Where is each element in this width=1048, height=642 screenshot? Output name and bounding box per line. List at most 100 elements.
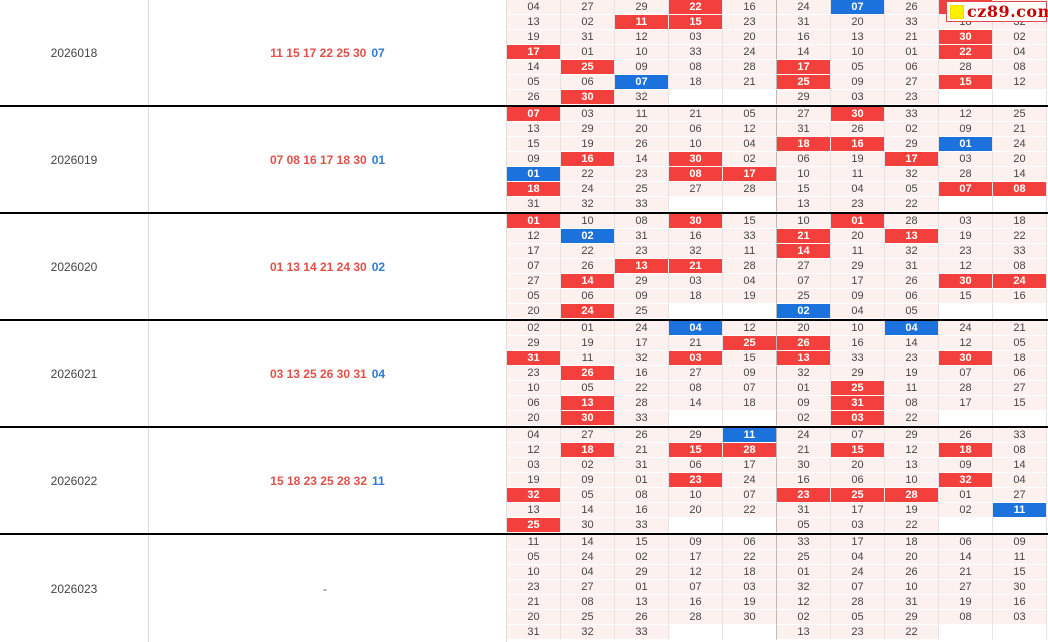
grid-cell: 18 <box>669 75 723 90</box>
grid-cell: 12 <box>939 259 993 274</box>
grid-cell: 07 <box>777 274 831 289</box>
grid-cell: 11 <box>885 381 939 396</box>
grid-cell: 01 <box>777 565 831 580</box>
grid-cell: 14 <box>561 503 615 518</box>
grid-cell: 23 <box>615 244 669 259</box>
grid-cell <box>939 411 993 426</box>
grid-cell: 22 <box>561 244 615 259</box>
grid-cell: 30 <box>939 30 993 45</box>
grid-cell: 01 <box>939 488 993 503</box>
grid-cell: 16 <box>669 595 723 610</box>
grid-cell: 04 <box>885 321 939 336</box>
draw-block-row: 2026021 03 13 25 26 30 31 04 02 01 24 04 12 2… <box>0 321 1048 428</box>
grid-cell: 32 <box>507 488 561 503</box>
grid-cell: 20 <box>507 304 561 319</box>
grid-cell: 16 <box>831 137 885 152</box>
grid-cell: 11 <box>723 428 777 443</box>
grid-cell: 13 <box>777 197 831 212</box>
grid-cell <box>939 304 993 319</box>
grid-cell: 17 <box>777 60 831 75</box>
grid-cell: 01 <box>939 137 993 152</box>
grid-cell: 15 <box>669 15 723 30</box>
grid-cell: 27 <box>561 580 615 595</box>
grid-cell: 14 <box>615 152 669 167</box>
grid-cell: 14 <box>507 60 561 75</box>
grid-cell: 06 <box>669 458 723 473</box>
winning-numbers: - <box>149 535 506 642</box>
grid-cell: 20 <box>831 15 885 30</box>
grid-cell: 19 <box>831 152 885 167</box>
grid-cell: 27 <box>669 366 723 381</box>
grid-cell: 19 <box>561 137 615 152</box>
grid-cell: 26 <box>507 90 561 105</box>
grid-cell: 03 <box>561 107 615 122</box>
grid-cell: 33 <box>669 45 723 60</box>
grid-cell: 28 <box>885 488 939 503</box>
grid-cell: 24 <box>723 473 777 488</box>
grid-cell: 16 <box>993 595 1047 610</box>
grid-cell: 02 <box>777 304 831 319</box>
grid-cell: 22 <box>885 625 939 640</box>
grid-cell: 29 <box>615 565 669 580</box>
grid-cell: 18 <box>561 443 615 458</box>
grid-cell: 22 <box>561 167 615 182</box>
grid-cell: 19 <box>885 366 939 381</box>
grid-cell: 24 <box>777 0 831 15</box>
grid-cell: 33 <box>723 229 777 244</box>
grid-cell: 31 <box>615 458 669 473</box>
grid-cell: 30 <box>561 90 615 105</box>
grid-cell: 31 <box>777 503 831 518</box>
winning-blue-ball: 11 <box>372 473 385 488</box>
grid-cell <box>669 625 723 640</box>
grid-cell: 20 <box>777 321 831 336</box>
grid-cell: 15 <box>723 351 777 366</box>
grid-cell: 30 <box>831 107 885 122</box>
grid-cell: 15 <box>993 565 1047 580</box>
grid-cell: 07 <box>615 75 669 90</box>
draw-block-row: 2026019 07 08 16 17 18 30 01 07 03 11 21 05 2… <box>0 107 1048 214</box>
issue-number: 2026021 <box>0 321 149 426</box>
grid-cell: 03 <box>669 30 723 45</box>
grid-cell: 04 <box>561 565 615 580</box>
grid-cell: 28 <box>723 259 777 274</box>
grid-cell: 15 <box>831 443 885 458</box>
grid-cell: 20 <box>993 152 1047 167</box>
winning-red-balls: 15 18 23 25 28 32 <box>270 473 368 488</box>
grid-cell: 05 <box>777 518 831 533</box>
grid-cell: 16 <box>723 0 777 15</box>
grid-cell: 09 <box>507 152 561 167</box>
grid-cell: 32 <box>615 90 669 105</box>
grid-cell: 06 <box>885 60 939 75</box>
grid-cell: 32 <box>669 244 723 259</box>
grid-cell: 07 <box>831 0 885 15</box>
grid-cell: 04 <box>507 0 561 15</box>
grid-cell: 07 <box>723 488 777 503</box>
grid-cell: 15 <box>939 289 993 304</box>
grid-cell: 05 <box>831 610 885 625</box>
winning-red-balls: 07 08 16 17 18 30 <box>269 152 367 167</box>
winning-numbers: 07 08 16 17 18 30 01 <box>149 107 506 212</box>
winning-blue-ball: 01 <box>371 152 386 167</box>
grid-cell: 29 <box>885 428 939 443</box>
grid-cell: 29 <box>507 336 561 351</box>
grid-cell: 13 <box>777 351 831 366</box>
grid-cell <box>723 304 777 319</box>
grid-cell: 01 <box>507 167 561 182</box>
grid-cell: 04 <box>669 321 723 336</box>
grid-cell: 19 <box>885 503 939 518</box>
grid-cell: 32 <box>777 366 831 381</box>
grid-cell: 02 <box>561 15 615 30</box>
grid-cell: 31 <box>561 30 615 45</box>
grid-cell: 05 <box>561 381 615 396</box>
grid-cell: 07 <box>939 366 993 381</box>
grid-cell: 24 <box>561 550 615 565</box>
grid-cell: 32 <box>885 244 939 259</box>
winning-numbers: 15 18 23 25 28 32 11 <box>149 428 506 533</box>
cz89-logo[interactable]: cz89.com <box>946 1 1048 22</box>
grid-cell: 31 <box>777 122 831 137</box>
grid-cell: 12 <box>939 336 993 351</box>
grid-cell: 11 <box>561 351 615 366</box>
grid-cell: 01 <box>615 580 669 595</box>
grid-cell: 25 <box>777 75 831 90</box>
